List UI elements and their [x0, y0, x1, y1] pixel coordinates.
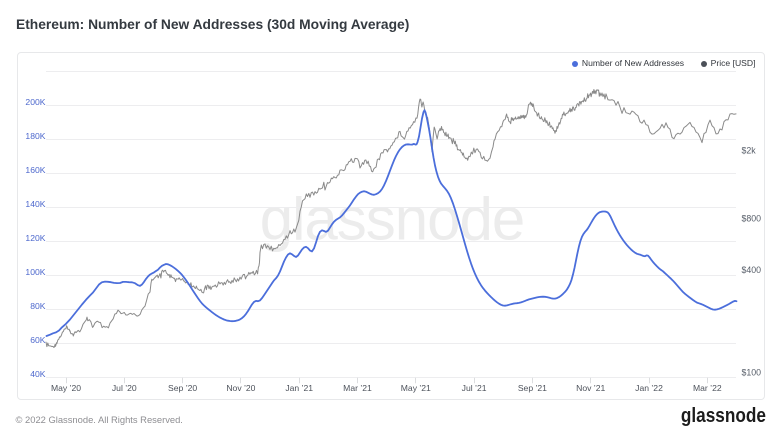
svg-text:200K: 200K [25, 97, 45, 107]
svg-text:100K: 100K [25, 267, 45, 277]
svg-text:$2k: $2k [742, 146, 757, 156]
svg-text:80K: 80K [30, 301, 46, 311]
svg-text:160K: 160K [25, 165, 45, 175]
svg-text:120K: 120K [25, 233, 45, 243]
svg-text:Nov ’20: Nov ’20 [226, 383, 255, 393]
svg-text:Sep ’21: Sep ’21 [518, 383, 547, 393]
svg-text:180K: 180K [25, 131, 45, 141]
svg-text:Jan ’22: Jan ’22 [635, 383, 663, 393]
svg-text:40K: 40K [30, 369, 46, 379]
svg-text:140K: 140K [25, 199, 45, 209]
svg-text:$400: $400 [742, 265, 762, 275]
svg-text:May ’20: May ’20 [51, 383, 81, 393]
svg-text:60K: 60K [30, 335, 46, 345]
svg-text:Jul ’20: Jul ’20 [112, 383, 137, 393]
svg-text:Mar ’22: Mar ’22 [693, 383, 722, 393]
svg-text:Jan ’21: Jan ’21 [285, 383, 313, 393]
svg-text:May ’21: May ’21 [401, 383, 431, 393]
svg-text:Jul ’21: Jul ’21 [462, 383, 487, 393]
svg-text:Nov ’21: Nov ’21 [576, 383, 605, 393]
svg-text:Sep ’20: Sep ’20 [168, 383, 197, 393]
svg-text:Mar ’21: Mar ’21 [343, 383, 372, 393]
svg-text:$100: $100 [742, 367, 762, 377]
svg-text:$800: $800 [742, 214, 762, 224]
